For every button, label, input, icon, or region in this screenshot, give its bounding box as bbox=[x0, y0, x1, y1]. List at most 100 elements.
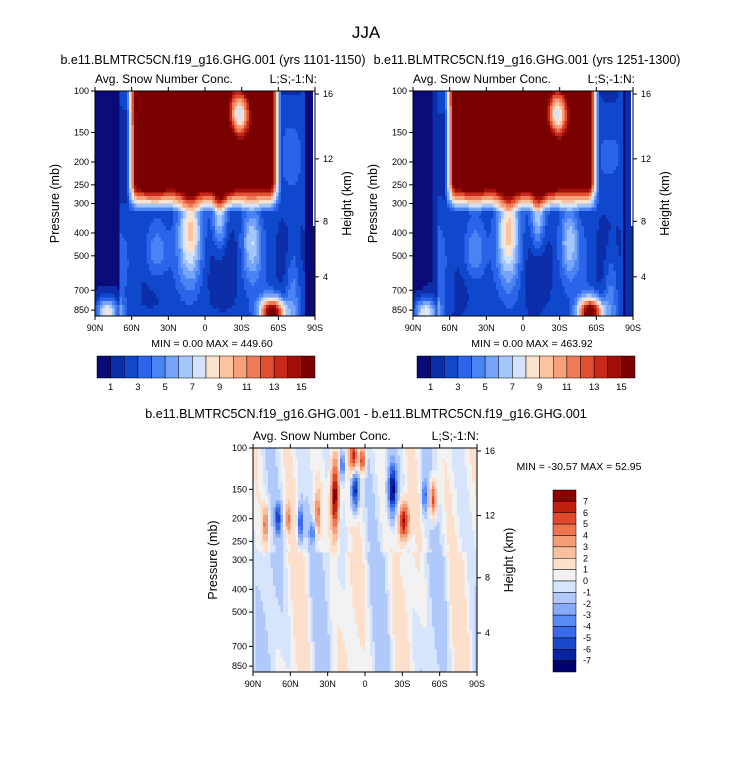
heatmap-cell bbox=[253, 289, 257, 295]
heatmap-cell bbox=[156, 282, 160, 287]
heatmap-cell bbox=[173, 94, 177, 100]
heatmap-cell bbox=[170, 263, 174, 268]
heatmap-cell bbox=[249, 124, 253, 130]
heatmap-cell bbox=[236, 286, 240, 291]
heatmap-cell bbox=[268, 244, 272, 250]
heatmap-cell bbox=[251, 214, 255, 220]
heatmap-cell bbox=[200, 94, 204, 100]
heatmap-cell bbox=[141, 286, 145, 291]
heatmap-cell bbox=[307, 173, 311, 178]
heatmap-cell bbox=[293, 252, 297, 257]
heatmap-cell bbox=[200, 158, 204, 163]
heatmap-cell bbox=[158, 188, 162, 193]
heatmap-cell bbox=[165, 106, 169, 111]
heatmap-cell bbox=[95, 252, 99, 257]
heatmap-cell bbox=[227, 188, 231, 193]
heatmap-cell bbox=[136, 282, 140, 287]
heatmap-cell bbox=[302, 151, 306, 156]
heatmap-cell bbox=[227, 207, 231, 212]
heatmap-cell bbox=[302, 169, 306, 175]
heatmap-cell bbox=[114, 91, 118, 96]
heatmap-cell bbox=[165, 244, 169, 250]
heatmap-cell bbox=[214, 132, 218, 137]
heatmap-cell bbox=[283, 207, 287, 212]
heatmap-cell bbox=[175, 121, 179, 126]
heatmap-cell bbox=[222, 132, 226, 137]
heatmap-cell bbox=[295, 267, 299, 272]
heatmap-cell bbox=[275, 207, 279, 212]
heatmap-cell bbox=[121, 196, 125, 201]
heatmap-cell bbox=[119, 222, 123, 227]
heatmap-cell bbox=[231, 162, 235, 167]
heatmap-cell bbox=[170, 158, 174, 163]
heatmap-cell bbox=[170, 244, 174, 250]
heatmap-cell bbox=[302, 139, 306, 145]
heatmap-cell bbox=[244, 259, 248, 265]
heatmap-cell bbox=[224, 278, 228, 283]
heatmap-cell bbox=[310, 91, 314, 96]
heatmap-cell bbox=[219, 211, 223, 216]
heatmap-cell bbox=[258, 128, 262, 133]
heatmap-cell bbox=[141, 297, 145, 302]
heatmap-cell bbox=[285, 181, 289, 186]
heatmap-cell bbox=[104, 147, 108, 152]
heatmap-cell bbox=[290, 203, 294, 208]
heatmap-cell bbox=[249, 282, 253, 287]
heatmap-cell bbox=[297, 98, 301, 103]
heatmap-cell bbox=[256, 151, 260, 156]
heatmap-cell bbox=[119, 139, 123, 145]
heatmap-cell bbox=[283, 147, 287, 152]
heatmap-cell bbox=[297, 274, 301, 280]
heatmap-cell bbox=[273, 263, 277, 268]
heatmap-cell bbox=[305, 91, 309, 96]
heatmap-cell bbox=[258, 259, 262, 265]
heatmap-cell bbox=[143, 94, 147, 100]
heatmap-cell bbox=[300, 91, 304, 96]
heatmap-cell bbox=[102, 188, 106, 193]
heatmap-cell bbox=[180, 244, 184, 250]
heatmap-cell bbox=[307, 196, 311, 201]
heatmap-cell bbox=[271, 184, 275, 190]
heatmap-cell bbox=[253, 196, 257, 201]
heatmap-cell bbox=[266, 98, 270, 103]
heatmap-cell bbox=[202, 241, 206, 246]
heatmap-cell bbox=[146, 154, 150, 160]
heatmap-cell bbox=[263, 248, 267, 253]
heatmap-cell bbox=[165, 248, 169, 253]
heatmap-cell bbox=[178, 188, 182, 193]
heatmap-cell bbox=[305, 154, 309, 160]
heatmap-cell bbox=[175, 117, 179, 122]
heatmap-cell bbox=[229, 188, 233, 193]
heatmap-cell bbox=[163, 94, 167, 100]
heatmap-cell bbox=[121, 274, 125, 280]
heatmap-cell bbox=[126, 128, 130, 133]
heatmap-cell bbox=[102, 214, 106, 220]
heatmap-cell bbox=[214, 289, 218, 295]
heatmap-cell bbox=[170, 218, 174, 223]
heatmap-cell bbox=[197, 248, 201, 253]
heatmap-cell bbox=[95, 222, 99, 227]
heatmap-cell bbox=[288, 139, 292, 145]
heatmap-cell bbox=[156, 297, 160, 302]
heatmap-cell bbox=[273, 256, 277, 261]
heatmap-cell bbox=[310, 132, 314, 137]
heatmap-cell bbox=[126, 188, 130, 193]
heatmap-cell bbox=[239, 128, 243, 133]
heatmap-cell bbox=[170, 199, 174, 205]
heatmap-cell bbox=[183, 244, 187, 250]
heatmap-cell bbox=[121, 289, 125, 295]
heatmap-cell bbox=[112, 158, 116, 163]
heatmap-cell bbox=[278, 196, 282, 201]
heatmap-cell bbox=[302, 154, 306, 160]
heatmap-cell bbox=[168, 297, 172, 302]
heatmap-cell bbox=[153, 248, 157, 253]
heatmap-cell bbox=[153, 102, 157, 107]
heatmap-cell bbox=[151, 229, 155, 235]
heatmap-cell bbox=[266, 151, 270, 156]
heatmap-cell bbox=[175, 151, 179, 156]
heatmap-cell bbox=[99, 102, 103, 107]
heatmap-cell bbox=[143, 211, 147, 216]
heatmap-cell bbox=[307, 117, 311, 122]
heatmap-cell bbox=[217, 136, 221, 141]
heatmap-cell bbox=[192, 184, 196, 190]
